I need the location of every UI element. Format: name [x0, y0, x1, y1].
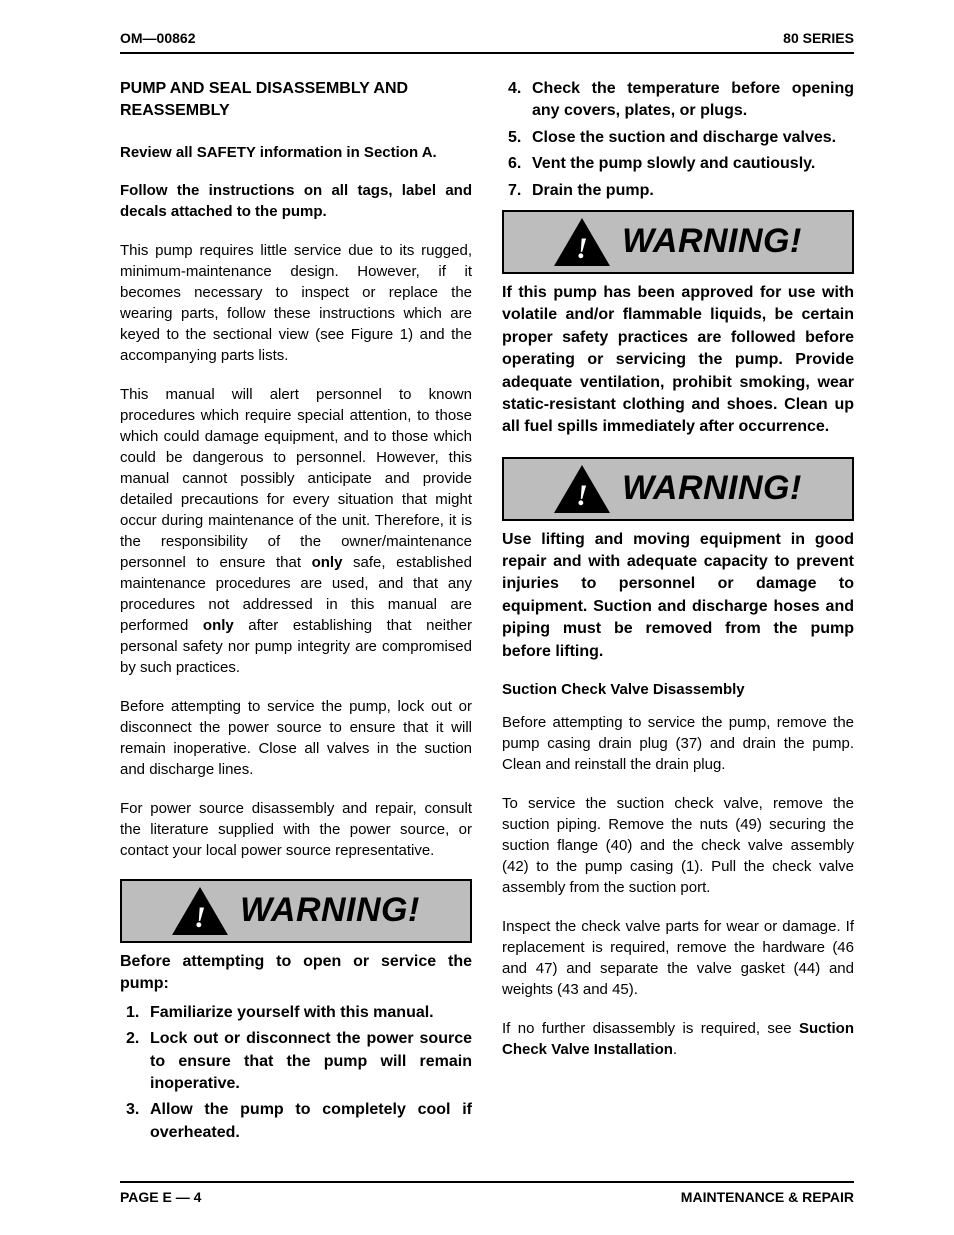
- step-num: 3.: [126, 1099, 139, 1121]
- p2-part-a: This manual will alert personnel to know…: [120, 386, 472, 571]
- warning-2-text: Use lifting and moving equipment in good…: [502, 529, 854, 663]
- warning-triangle-icon: [554, 465, 610, 513]
- right-p4: If no further disassembly is required, s…: [502, 1018, 854, 1060]
- intro-paragraph-1: This pump requires little service due to…: [120, 240, 472, 366]
- p2-only-1: only: [312, 554, 343, 571]
- steps-list-right: 4. Check the temperature before opening a…: [502, 78, 854, 202]
- step-text: Vent the pump slowly and cautiously.: [532, 155, 815, 172]
- page: OM—00862 80 SERIES PUMP AND SEAL DISASSE…: [0, 0, 954, 1178]
- step-text: Lock out or disconnect the power source …: [150, 1030, 472, 1092]
- step-text: Check the temperature before opening any…: [532, 80, 854, 119]
- step-num: 4.: [508, 78, 521, 100]
- step-6: 6.Vent the pump slowly and cautiously.: [532, 153, 854, 175]
- left-column: PUMP AND SEAL DISASSEMBLY AND REASSEMBLY…: [120, 78, 472, 1148]
- step-text: Close the suction and discharge valves.: [532, 129, 836, 146]
- page-header: OM—00862 80 SERIES: [120, 30, 854, 54]
- step-7: 7.Drain the pump.: [532, 180, 854, 202]
- step-5: 5.Close the suction and discharge valves…: [532, 127, 854, 149]
- step-2: 2.Lock out or disconnect the power sourc…: [150, 1028, 472, 1095]
- warning-1-text: If this pump has been approved for use w…: [502, 282, 854, 439]
- section-title: PUMP AND SEAL DISASSEMBLY AND REASSEMBLY: [120, 78, 472, 121]
- step-4: 4.Check the temperature before opening a…: [532, 78, 854, 123]
- footer-left: PAGE E — 4: [120, 1189, 201, 1205]
- warning-box-2: WARNING!: [502, 210, 854, 274]
- p2-only-2: only: [203, 617, 234, 634]
- step-text: Familiarize yourself with this manual.: [150, 1004, 434, 1021]
- page-footer: PAGE E — 4 MAINTENANCE & REPAIR: [120, 1181, 854, 1205]
- before-service-lead: Before attempting to open or service the…: [120, 951, 472, 996]
- right-p2: To service the suction check valve, remo…: [502, 793, 854, 898]
- p4-c: .: [673, 1041, 677, 1058]
- step-3: 3.Allow the pump to completely cool if o…: [150, 1099, 472, 1144]
- warning-label: WARNING!: [240, 891, 420, 930]
- step-num: 1.: [126, 1002, 139, 1024]
- warning-triangle-icon: [554, 218, 610, 266]
- step-num: 5.: [508, 127, 521, 149]
- power-source-paragraph: For power source disassembly and repair,…: [120, 798, 472, 861]
- warning-box-1: WARNING!: [120, 879, 472, 943]
- lockout-paragraph: Before attempting to service the pump, l…: [120, 696, 472, 780]
- p4-a: If no further disassembly is required, s…: [502, 1020, 799, 1037]
- step-text: Drain the pump.: [532, 182, 654, 199]
- safety-review-note: Review all SAFETY information in Section…: [120, 143, 472, 163]
- step-text: Allow the pump to completely cool if ove…: [150, 1101, 472, 1140]
- warning-label: WARNING!: [622, 469, 802, 508]
- right-p1: Before attempting to service the pump, r…: [502, 712, 854, 775]
- step-num: 2.: [126, 1028, 139, 1050]
- header-left: OM—00862: [120, 30, 195, 46]
- content-columns: PUMP AND SEAL DISASSEMBLY AND REASSEMBLY…: [120, 78, 854, 1148]
- warning-label: WARNING!: [622, 222, 802, 261]
- warning-box-3: WARNING!: [502, 457, 854, 521]
- right-p3: Inspect the check valve parts for wear o…: [502, 916, 854, 1000]
- warning-triangle-icon: [172, 887, 228, 935]
- follow-tags-note: Follow the instructions on all tags, lab…: [120, 181, 472, 222]
- step-num: 7.: [508, 180, 521, 202]
- footer-right: MAINTENANCE & REPAIR: [681, 1189, 854, 1205]
- right-column: 4. Check the temperature before opening a…: [502, 78, 854, 1148]
- intro-paragraph-2: This manual will alert personnel to know…: [120, 384, 472, 678]
- step-1: 1.Familiarize yourself with this manual.: [150, 1002, 472, 1024]
- steps-list-left: 1.Familiarize yourself with this manual.…: [120, 1002, 472, 1144]
- step-num: 6.: [508, 153, 521, 175]
- header-right: 80 SERIES: [783, 30, 854, 46]
- subsection-heading: Suction Check Valve Disassembly: [502, 681, 854, 698]
